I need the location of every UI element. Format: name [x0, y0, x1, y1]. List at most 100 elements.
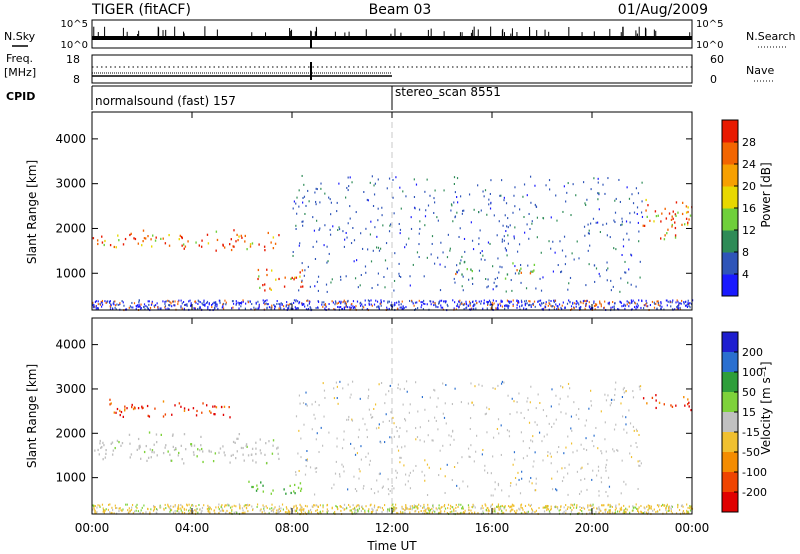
data-cell	[458, 269, 460, 272]
data-cell	[142, 229, 145, 232]
data-cell	[346, 186, 348, 189]
data-cell	[445, 300, 447, 303]
data-cell	[395, 476, 398, 479]
data-cell	[102, 458, 104, 461]
data-cell	[258, 275, 260, 278]
data-cell	[314, 504, 316, 507]
data-cell	[678, 304, 680, 307]
data-cell	[304, 212, 306, 215]
data-cell	[286, 301, 288, 304]
data-cell	[502, 224, 504, 227]
data-cell	[671, 225, 673, 228]
data-cell	[316, 219, 318, 222]
data-cell	[453, 176, 456, 179]
data-cell	[528, 304, 530, 307]
data-cell	[343, 470, 345, 473]
data-cell	[177, 509, 179, 512]
data-cell	[230, 454, 233, 457]
data-cell	[503, 239, 505, 242]
data-cell	[421, 396, 423, 399]
data-cell	[597, 198, 599, 201]
data-cell	[330, 213, 332, 216]
data-cell	[619, 200, 621, 203]
data-cell	[624, 260, 626, 263]
data-cell	[524, 231, 526, 234]
data-cell	[426, 303, 428, 306]
data-cell	[464, 250, 466, 253]
data-cell	[186, 504, 188, 507]
data-cell	[573, 503, 576, 506]
data-cell	[565, 255, 567, 258]
data-cell	[566, 191, 568, 194]
data-cell	[292, 254, 294, 257]
data-cell	[417, 507, 419, 510]
data-cell	[181, 506, 184, 509]
data-cell	[263, 505, 265, 508]
data-cell	[562, 386, 564, 389]
data-cell	[599, 300, 601, 303]
data-cell	[196, 507, 198, 510]
data-cell	[438, 507, 440, 510]
data-cell	[347, 176, 349, 179]
data-cell	[365, 455, 367, 458]
data-cell	[322, 506, 324, 509]
data-cell	[367, 248, 369, 251]
data-cell	[489, 207, 492, 210]
data-cell	[225, 504, 227, 507]
data-cell	[682, 505, 684, 508]
data-cell	[398, 303, 400, 306]
data-cell	[432, 300, 434, 303]
data-cell	[578, 303, 580, 306]
data-cell	[555, 418, 557, 421]
data-cell	[460, 511, 462, 514]
y-tick-label: 3000	[55, 177, 86, 191]
data-cell	[555, 194, 557, 197]
data-cell	[157, 306, 159, 309]
data-cell	[665, 299, 667, 302]
data-cell	[146, 306, 148, 309]
data-cell	[550, 304, 552, 307]
data-cell	[246, 445, 248, 448]
data-cell	[337, 305, 339, 308]
data-cell	[326, 290, 328, 293]
data-cell	[492, 303, 494, 306]
data-cell	[511, 289, 513, 292]
data-cell	[343, 438, 345, 441]
data-cell	[630, 456, 633, 459]
data-cell	[482, 510, 484, 513]
data-cell	[437, 306, 439, 309]
data-cell	[669, 300, 671, 303]
data-cell	[290, 307, 292, 310]
data-cell	[639, 464, 641, 467]
data-cell	[563, 476, 565, 479]
data-cell	[625, 220, 628, 223]
data-cell	[436, 216, 438, 219]
data-cell	[402, 306, 404, 309]
data-cell	[509, 505, 512, 508]
data-cell	[228, 504, 231, 507]
data-cell	[177, 303, 179, 306]
data-cell	[593, 264, 596, 267]
data-cell	[569, 387, 571, 390]
data-cell	[392, 196, 394, 199]
data-cell	[546, 507, 548, 510]
data-cell	[640, 510, 642, 513]
data-cell	[372, 249, 374, 252]
data-cell	[345, 302, 347, 305]
data-cell	[116, 303, 118, 306]
data-cell	[524, 304, 526, 307]
data-cell	[186, 503, 188, 506]
data-cell	[483, 299, 485, 302]
data-cell	[471, 277, 474, 280]
data-cell	[387, 488, 390, 491]
data-cell	[178, 299, 180, 302]
data-cell	[492, 387, 494, 390]
data-cell	[622, 245, 625, 248]
data-cell	[202, 460, 204, 464]
data-cell	[382, 420, 384, 423]
data-cell	[293, 505, 295, 508]
data-cell	[216, 303, 218, 306]
data-cell	[422, 512, 424, 515]
data-cell	[633, 301, 636, 304]
data-cell	[559, 397, 561, 400]
